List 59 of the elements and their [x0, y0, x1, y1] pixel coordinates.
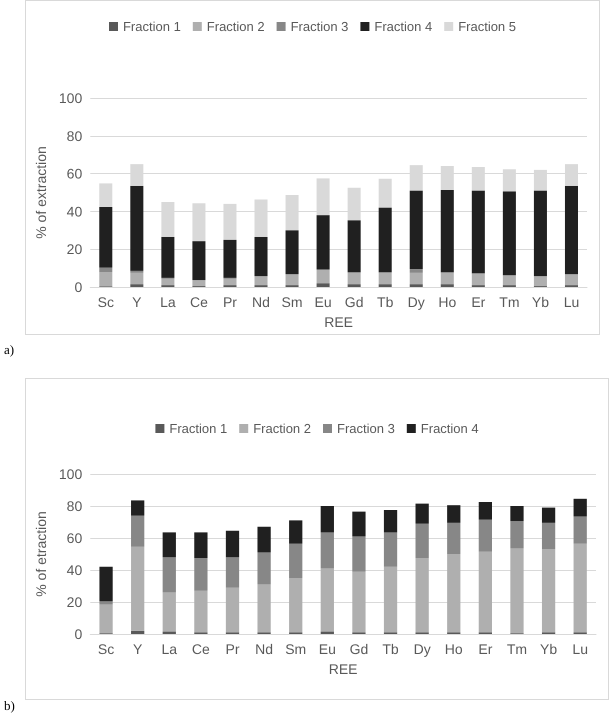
legend-label: Fraction 4 [420, 421, 479, 436]
x-tick-label: Er [478, 641, 493, 657]
x-tick-label: Sm [285, 641, 306, 657]
y-tick-label: 80 [66, 498, 82, 514]
x-tick-label: Lu [572, 641, 588, 657]
x-tick-label: Gd [350, 641, 368, 657]
legend-label: Fraction 4 [374, 19, 432, 34]
x-tick-label: Sc [98, 294, 114, 310]
y-tick-label: 40 [66, 562, 82, 578]
x-tick-label: Pr [226, 641, 240, 657]
text: b) [4, 698, 15, 714]
x-tick-label: Tb [377, 294, 394, 310]
x-tick-label: Eu [318, 641, 336, 657]
y-tick-label: 100 [58, 466, 82, 482]
legend-label: Fraction 3 [290, 19, 348, 34]
x-axis-title: REE [328, 661, 358, 677]
y-axis-title: % of etraction [33, 511, 49, 597]
legend-label: Fraction 2 [206, 19, 265, 34]
x-tick-label: Tb [382, 641, 399, 657]
x-tick-label: Y [132, 294, 142, 310]
legend-label: Fraction 5 [458, 19, 516, 34]
x-tick-label: Er [471, 294, 486, 310]
y-tick-label: 60 [66, 166, 82, 182]
x-tick-label: Dy [414, 641, 431, 657]
x-tick-label: Nd [255, 641, 274, 657]
x-tick-label: La [160, 294, 176, 310]
y-tick-label: 80 [66, 128, 82, 144]
x-tick-label: Tm [499, 294, 520, 310]
x-tick-label: Gd [344, 294, 364, 310]
x-tick-label: Eu [314, 294, 332, 310]
x-tick-label: Nd [252, 294, 270, 310]
text: a) [4, 342, 14, 358]
y-tick-label: 40 [66, 203, 82, 220]
x-tick-label: Lu [564, 294, 580, 310]
y-tick-label: 20 [66, 241, 82, 258]
y-tick-label: 0 [74, 626, 82, 642]
y-axis-title: % of extraction [33, 146, 49, 239]
x-tick-label: Ho [444, 641, 463, 657]
x-tick-label: Ce [192, 641, 210, 657]
x-tick-label: La [161, 641, 178, 657]
x-tick-label: Sm [282, 294, 303, 310]
x-tick-label: Sc [98, 641, 114, 657]
legend-label: Fraction 1 [122, 19, 181, 34]
x-tick-label: Ho [438, 294, 456, 310]
x-tick-label: Tm [506, 641, 528, 657]
x-tick-label: Y [133, 641, 143, 657]
y-tick-label: 0 [74, 279, 82, 295]
x-tick-label: Yb [540, 641, 558, 657]
y-tick-label: 20 [66, 594, 82, 610]
y-tick-label: 100 [58, 90, 82, 106]
x-tick-label: Ce [190, 294, 208, 310]
y-tick-label: 60 [66, 530, 82, 546]
x-axis-title: REE [324, 314, 354, 330]
x-tick-label: Pr [222, 294, 238, 310]
x-tick-label: Yb [532, 294, 550, 310]
legend-label: Fraction 2 [253, 421, 312, 436]
legend-label: Fraction 1 [169, 421, 228, 436]
legend-label: Fraction 3 [337, 421, 395, 436]
x-tick-label: Dy [408, 294, 425, 310]
